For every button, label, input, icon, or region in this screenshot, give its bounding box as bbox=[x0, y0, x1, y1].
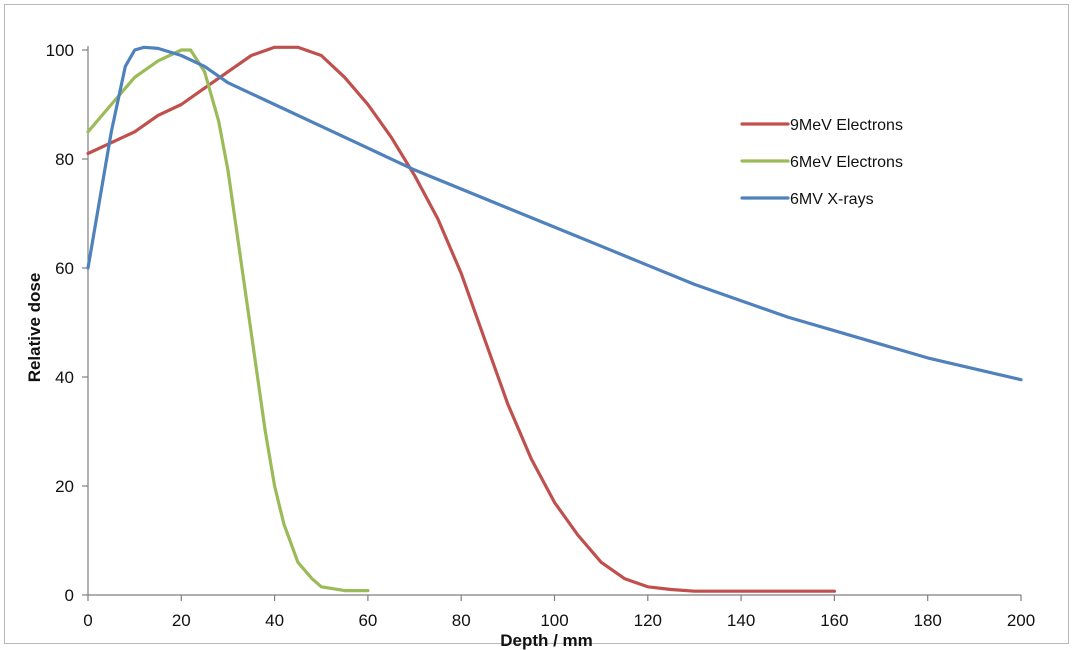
y-tick-label: 80 bbox=[55, 150, 74, 169]
axes: 0 20 40 60 80 100 0 20 40 60 80 100 120 140 160 180 200 bbox=[46, 41, 1036, 630]
x-tick-label: 100 bbox=[540, 611, 568, 630]
y-axis-title: Relative dose bbox=[25, 273, 44, 383]
y-tick-label: 100 bbox=[46, 41, 74, 60]
x-tick-label: 80 bbox=[452, 611, 471, 630]
series-group bbox=[86, 45, 1023, 593]
y-tick-label: 0 bbox=[65, 586, 74, 605]
legend-label: 9MeV Electrons bbox=[790, 117, 903, 134]
x-tick-label: 60 bbox=[358, 611, 377, 630]
y-tick-label: 40 bbox=[55, 368, 74, 387]
y-tick-label: 60 bbox=[55, 259, 74, 278]
chart-frame bbox=[4, 4, 1069, 644]
x-tick-label: 140 bbox=[727, 611, 755, 630]
x-axis-title: Depth / mm bbox=[500, 631, 593, 650]
series-line-1 bbox=[86, 48, 370, 593]
x-tick-label: 40 bbox=[265, 611, 284, 630]
x-tick-label: 0 bbox=[83, 611, 92, 630]
x-tick-label: 20 bbox=[172, 611, 191, 630]
series-line-2 bbox=[86, 45, 1023, 382]
x-tick-label: 160 bbox=[820, 611, 848, 630]
legend-label: 6MV X-rays bbox=[790, 191, 874, 208]
x-tick-label: 200 bbox=[1007, 611, 1035, 630]
x-tick-label: 180 bbox=[914, 611, 942, 630]
x-tick-label: 120 bbox=[634, 611, 662, 630]
y-tick-label: 20 bbox=[55, 477, 74, 496]
legend-label: 6MeV Electrons bbox=[790, 154, 903, 171]
series-line-0 bbox=[86, 45, 837, 593]
legend: 9MeV Electrons 6MeV Electrons 6MV X-rays bbox=[740, 117, 903, 208]
